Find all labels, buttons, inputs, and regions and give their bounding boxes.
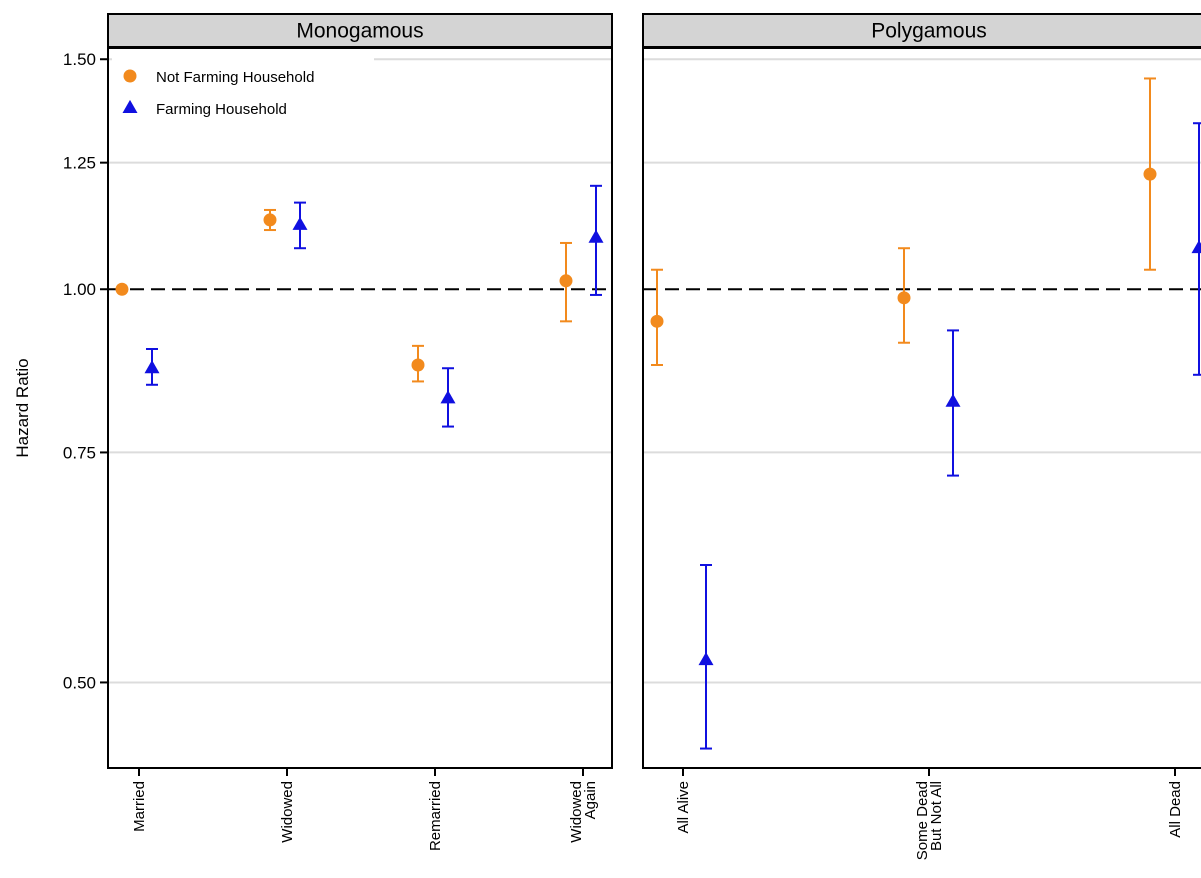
data-point-triangle bbox=[292, 216, 308, 230]
category-label: Some Dead bbox=[914, 781, 931, 860]
facet-title: Polygamous bbox=[871, 20, 987, 43]
data-point-triangle bbox=[144, 360, 160, 374]
plot-area bbox=[642, 47, 1201, 769]
data-point-triangle bbox=[440, 390, 456, 404]
category-label: Remarried bbox=[427, 781, 444, 851]
panel-monogamous: Monogamous Married Widowed Remarried Widowed… bbox=[107, 13, 613, 851]
category-label: All Alive bbox=[675, 781, 692, 834]
legend-box bbox=[112, 58, 374, 128]
legend-marker-circle bbox=[123, 69, 137, 83]
category-label: Again bbox=[582, 781, 599, 819]
category-label: But Not All bbox=[928, 781, 945, 851]
y-axis-title: Hazard Ratio bbox=[13, 358, 32, 457]
category-label: Married bbox=[131, 781, 148, 832]
data-point-circle bbox=[263, 213, 277, 227]
data-point-triangle bbox=[588, 229, 604, 243]
y-tick-label: 1.25 bbox=[63, 154, 96, 173]
data-point-circle bbox=[650, 314, 664, 328]
data-point-triangle bbox=[698, 652, 714, 666]
category-label: Widowed bbox=[279, 781, 296, 843]
category-label: Widowed bbox=[568, 781, 585, 843]
legend: Not Farming Household Farming Household bbox=[112, 58, 374, 128]
legend-label-not-farming: Not Farming Household bbox=[156, 69, 314, 86]
data-point-circle bbox=[411, 358, 425, 372]
data-point-circle bbox=[897, 291, 911, 305]
legend-label-farming: Farming Household bbox=[156, 101, 287, 118]
data-point-triangle bbox=[945, 393, 961, 407]
data-point-triangle bbox=[1191, 240, 1201, 254]
legend-marker-triangle bbox=[122, 99, 138, 113]
y-tick-label: 0.50 bbox=[63, 673, 96, 692]
y-tick-label: 1.50 bbox=[63, 50, 96, 69]
data-point-circle bbox=[1143, 167, 1157, 181]
plot-area bbox=[107, 47, 613, 769]
panel-data bbox=[115, 184, 604, 428]
facet-title: Monogamous bbox=[296, 20, 423, 43]
y-axis: 0.50 0.75 1.00 1.25 1.50 Hazard Ratio bbox=[13, 50, 108, 692]
category-label: All Dead bbox=[1167, 781, 1184, 838]
data-point-circle bbox=[115, 282, 129, 296]
facet-strip bbox=[107, 13, 613, 48]
y-tick-label: 1.00 bbox=[63, 280, 96, 299]
y-tick-label: 0.75 bbox=[63, 443, 96, 462]
data-point-circle bbox=[559, 274, 573, 288]
panel-data bbox=[650, 77, 1201, 750]
